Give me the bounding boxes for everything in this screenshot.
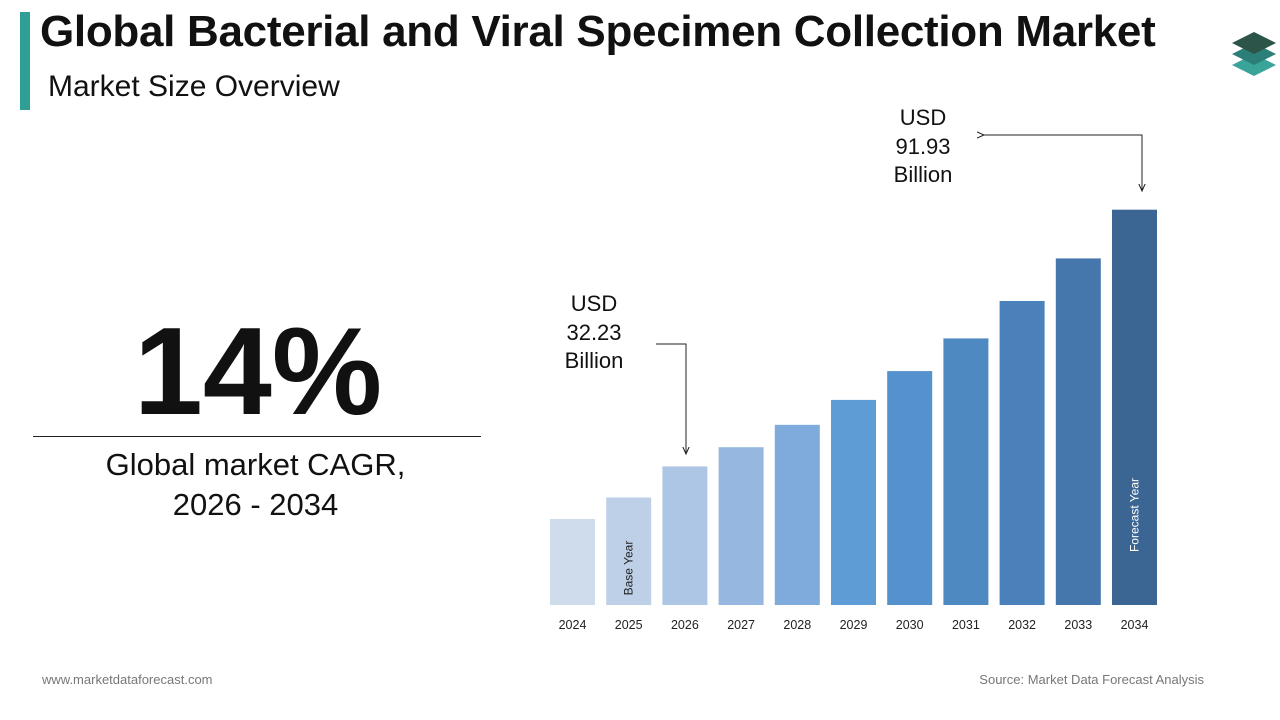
callout-end-unit: Billion [893,162,953,187]
x-tick-2028: 2028 [783,618,811,632]
callout-end-value: USD 91.93 Billion [868,104,978,190]
website-link[interactable]: www.marketdataforecast.com [42,672,213,687]
x-tick-2033: 2033 [1064,618,1092,632]
x-tick-2026: 2026 [671,618,699,632]
callout-end-arrow [984,135,1142,191]
x-tick-2025: 2025 [615,618,643,632]
page-title: Global Bacterial and Viral Specimen Coll… [40,7,1156,56]
x-tick-2032: 2032 [1008,618,1036,632]
bar-2026 [662,466,708,605]
bar-2027 [718,447,764,605]
callout-start-value: USD 32.23 Billion [539,290,649,376]
callout-end-amount: 91.93 [895,133,951,159]
callout-start-currency: USD [570,291,618,316]
x-tick-2029: 2029 [840,618,868,632]
stacked-layers-icon [1208,18,1278,88]
bar-annotation-2034: Forecast Year [1128,478,1142,552]
x-tick-2034: 2034 [1121,618,1149,632]
x-tick-2027: 2027 [727,618,755,632]
bar-2028 [774,424,820,605]
bar-2025 [606,497,652,605]
bar-2032 [999,300,1045,605]
bar-2033 [1055,258,1101,605]
page-subtitle: Market Size Overview [48,70,340,103]
bar-2030 [887,371,933,605]
bar-2029 [831,399,876,605]
market-size-bar-chart: 2024 2025 2026 2027 2028 2029 2030 2031 2032 2033… [550,100,1157,632]
callout-start-arrow [656,343,686,454]
callout-start-amount: 32.23 [566,319,622,345]
cagr-value: 14% [133,303,383,441]
title-accent-bar [20,12,30,110]
callout-end-currency: USD [899,105,947,130]
x-tick-2031: 2031 [952,618,980,632]
bar-annotation-2025: Base Year [622,541,636,596]
cagr-label-period: 2026 - 2034 [172,487,339,522]
bar-2034 [1112,209,1157,605]
cagr-divider [33,436,481,437]
callout-start-unit: Billion [564,348,624,373]
source-note: Source: Market Data Forecast Analysis [979,672,1204,687]
x-tick-2030: 2030 [896,618,924,632]
x-tick-2024: 2024 [559,618,587,632]
bar-2031 [943,338,989,605]
cagr-label: Global market CAGR, 2026 - 2034 [33,445,478,525]
bar-2024 [550,519,595,605]
cagr-label-line1: Global market CAGR, [105,447,406,482]
